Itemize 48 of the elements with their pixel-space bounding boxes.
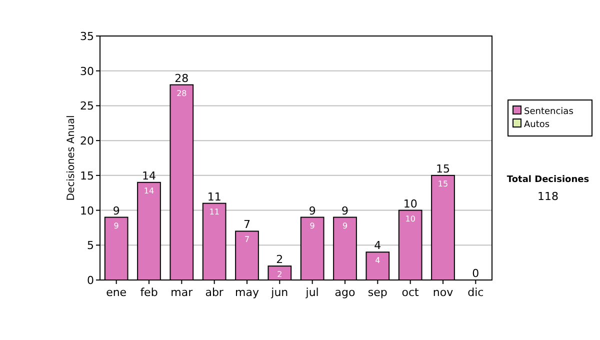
total-label: 10 <box>403 197 418 210</box>
y-tick-label: 25 <box>80 100 94 113</box>
data-label: 15 <box>438 179 448 188</box>
data-label: 11 <box>209 207 220 216</box>
total-label: 14 <box>142 169 156 182</box>
y-tick-label: 20 <box>80 134 94 148</box>
data-label: 28 <box>176 88 187 98</box>
total-label: 9 <box>112 204 120 218</box>
x-tick-label: oct <box>402 286 420 299</box>
x-tick-label: abr <box>205 286 224 299</box>
x-tick-label: sep <box>368 286 388 299</box>
data-label: 2 <box>277 270 282 280</box>
legend-label: Autos <box>524 120 550 130</box>
y-tick-label: 15 <box>80 169 94 182</box>
total-label: 28 <box>174 72 189 85</box>
total-label: 7 <box>244 218 250 232</box>
x-tick-label: jun <box>270 286 288 299</box>
x-tick-label: dic <box>468 286 484 299</box>
total-label: 9 <box>342 204 348 218</box>
x-tick-label: mar <box>170 286 194 299</box>
legend-label: Sentencias <box>524 107 574 117</box>
total-label: 9 <box>308 204 316 218</box>
data-label: 9 <box>310 221 315 230</box>
x-tick-label: feb <box>140 286 158 299</box>
total-label: 11 <box>207 190 222 204</box>
x-tick-label: jul <box>304 286 319 299</box>
x-tick-label: nov <box>432 286 454 299</box>
total-label: 0 <box>472 267 480 280</box>
y-tick-label: 10 <box>80 204 94 218</box>
data-label: 4 <box>375 256 380 266</box>
y-tick-label: 30 <box>80 64 94 78</box>
total-label: 15 <box>436 162 450 176</box>
y-tick-label: 0 <box>87 274 94 287</box>
x-tick-label: ago <box>334 286 356 299</box>
x-tick-label: may <box>235 286 260 299</box>
data-label: 9 <box>342 221 348 230</box>
y-tick-label: 5 <box>87 239 94 252</box>
data-label: 14 <box>144 186 154 196</box>
text: Total Decisiones <box>506 175 590 185</box>
y-axis-title: Decisiones Anual <box>66 115 77 201</box>
data-label: 10 <box>405 214 416 224</box>
x-tick-label: ene <box>106 286 127 299</box>
total-label: 2 <box>276 253 284 266</box>
text: 118 <box>538 190 558 203</box>
total-label: 4 <box>374 239 382 252</box>
y-tick-label: 35 <box>80 30 94 43</box>
data-label: 7 <box>244 235 250 244</box>
data-label: 9 <box>114 221 119 230</box>
